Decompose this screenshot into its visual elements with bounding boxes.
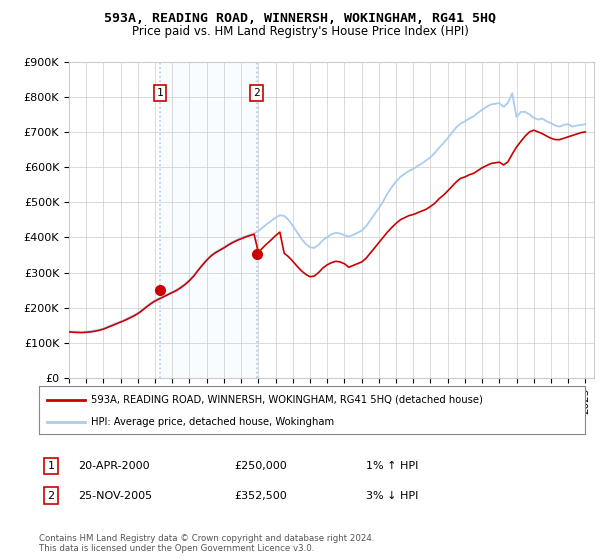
Text: 25-NOV-2005: 25-NOV-2005 [78, 491, 152, 501]
Text: £250,000: £250,000 [234, 461, 287, 471]
Text: 2: 2 [47, 491, 55, 501]
Text: 593A, READING ROAD, WINNERSH, WOKINGHAM, RG41 5HQ (detached house): 593A, READING ROAD, WINNERSH, WOKINGHAM,… [91, 395, 483, 405]
Text: 1: 1 [47, 461, 55, 471]
Text: HPI: Average price, detached house, Wokingham: HPI: Average price, detached house, Woki… [91, 417, 334, 427]
Text: £352,500: £352,500 [234, 491, 287, 501]
Text: 1: 1 [157, 88, 164, 98]
Text: 3% ↓ HPI: 3% ↓ HPI [366, 491, 418, 501]
Text: 2: 2 [253, 88, 260, 98]
Text: 1% ↑ HPI: 1% ↑ HPI [366, 461, 418, 471]
Bar [160, 62, 257, 378]
Text: Price paid vs. HM Land Registry's House Price Index (HPI): Price paid vs. HM Land Registry's House … [131, 25, 469, 38]
Text: 593A, READING ROAD, WINNERSH, WOKINGHAM, RG41 5HQ: 593A, READING ROAD, WINNERSH, WOKINGHAM,… [104, 12, 496, 25]
Text: Contains HM Land Registry data © Crown copyright and database right 2024.
This d: Contains HM Land Registry data © Crown c… [39, 534, 374, 553]
Text: 20-APR-2000: 20-APR-2000 [78, 461, 149, 471]
